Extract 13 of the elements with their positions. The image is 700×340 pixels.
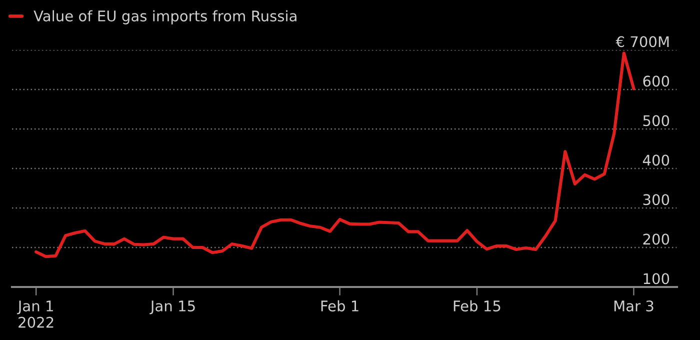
y-tick-label: € 700M <box>616 36 669 48</box>
y-tick-label: 100 <box>644 273 670 284</box>
y-tick-label: 500 <box>643 115 670 126</box>
x-tick-label: Feb 15 <box>454 300 500 312</box>
x-tick-label: Feb 1 <box>321 300 358 312</box>
x-tick-label: Mar 3 <box>614 300 654 312</box>
legend-label: Value of EU gas imports from Russia <box>34 10 296 24</box>
y-tick-label: 600 <box>643 76 670 87</box>
y-tick-label: 400 <box>642 154 670 166</box>
y-tick-label: 200 <box>643 234 670 245</box>
x-tick-label: Jan 1 2022 <box>17 300 54 328</box>
y-tick-label: 300 <box>643 194 670 206</box>
x-tick-label: Jan 15 <box>150 300 195 314</box>
